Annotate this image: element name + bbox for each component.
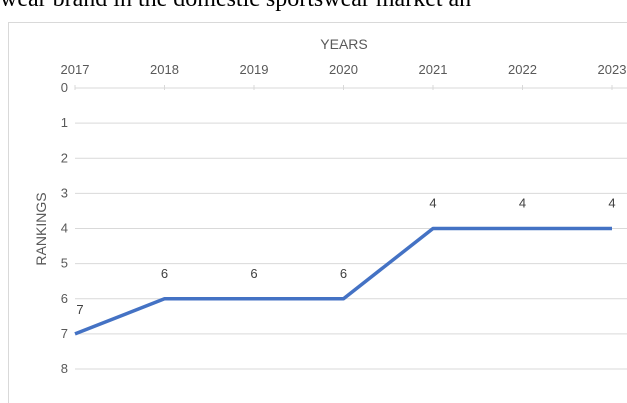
y-tick-label: 5 [61, 256, 68, 271]
y-tick-label: 3 [61, 185, 68, 200]
data-label: 4 [429, 196, 436, 211]
x-tick-label: 2017 [61, 62, 90, 77]
y-tick-label: 1 [61, 115, 68, 130]
y-tick-label: 2 [61, 150, 68, 165]
data-label: 4 [519, 196, 526, 211]
series-line [74, 226, 612, 336]
x-tick-label: 2021 [419, 62, 448, 77]
data-label: 6 [340, 266, 347, 281]
data-label: 6 [161, 266, 168, 281]
data-label: 6 [250, 266, 257, 281]
x-axis-title: YEARS [320, 36, 367, 52]
x-tick-label: 2018 [150, 62, 179, 77]
x-tick-labels: 2017 2018 2019 2020 2021 2022 2023 [61, 62, 627, 90]
x-tick-label: 2019 [240, 62, 269, 77]
caption-text: wear brand in the domestic sportswear ma… [0, 0, 627, 22]
y-axis-title: RANKINGS [33, 192, 49, 265]
y-tick-label: 6 [61, 291, 68, 306]
y-tick-label: 0 [61, 80, 68, 95]
y-tick-labels: 0 1 2 3 4 5 6 7 8 [61, 80, 68, 376]
y-tick-label: 7 [61, 326, 68, 341]
x-tick-label: 2020 [329, 62, 358, 77]
x-tick-label: 2023 [598, 62, 627, 77]
series-group [74, 226, 612, 336]
chart-frame [8, 22, 627, 403]
data-label: 4 [608, 196, 615, 211]
data-label: 7 [76, 302, 83, 317]
data-labels: 7 6 6 6 4 4 4 [76, 196, 615, 317]
y-tick-label: 8 [61, 361, 68, 376]
y-tick-label: 4 [61, 221, 68, 236]
x-tick-label: 2022 [508, 62, 537, 77]
